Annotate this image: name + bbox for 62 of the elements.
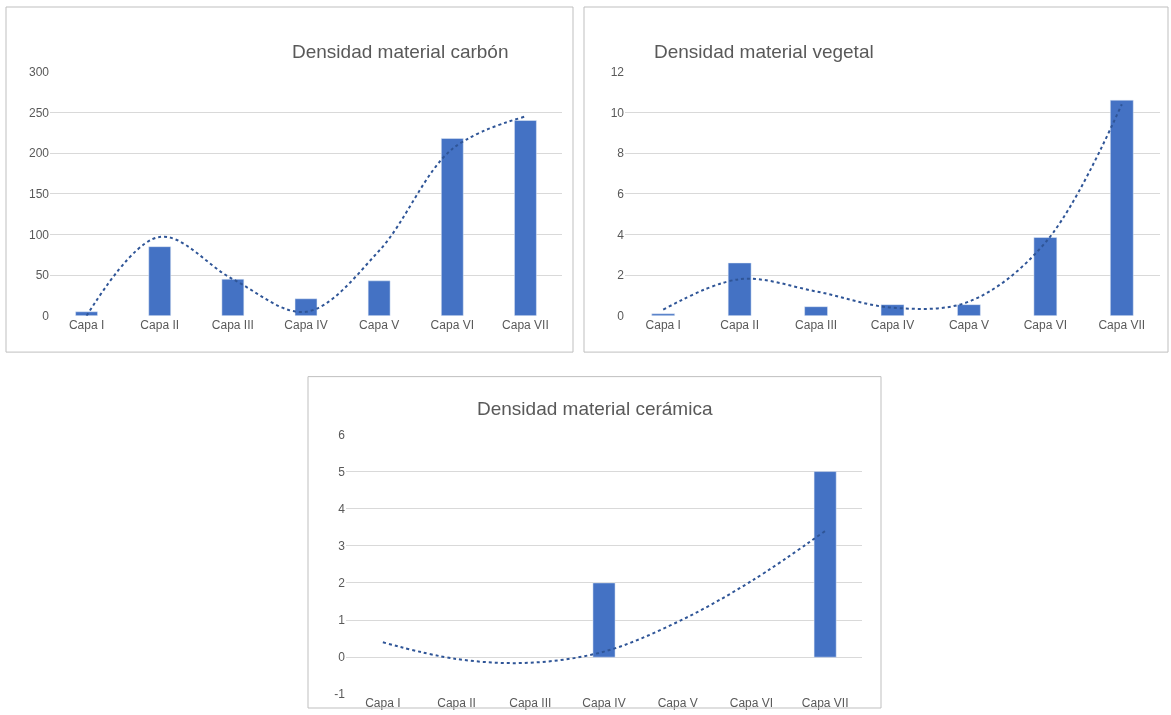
chart-title: Densidad material cerámica: [477, 398, 713, 419]
line-series: [85, 115, 527, 316]
y-tick-label: 0: [617, 309, 625, 324]
x-tick-label: Capa IV: [870, 317, 915, 332]
x-tick-label: Capa IV: [582, 696, 626, 711]
x-tick-label: Capa VII: [801, 696, 849, 711]
bar: [367, 280, 391, 316]
x-tick-label: Capa I: [365, 696, 401, 711]
y-tick-label: 5: [338, 464, 346, 479]
bar: [957, 304, 981, 316]
x-tick-label: Capa III: [509, 696, 552, 711]
y-tick-label: 2: [338, 576, 346, 591]
y-tick-label: 200: [28, 146, 50, 161]
y-tick-label: 8: [617, 146, 625, 161]
bar: [75, 311, 98, 316]
x-tick-label: Capa VI: [1023, 317, 1068, 332]
bar: [148, 246, 171, 316]
line-series: [662, 103, 1123, 311]
x-tick-label: Capa II: [720, 317, 759, 332]
x-tick-label: Capa VI: [729, 696, 774, 711]
y-tick-label: 250: [28, 105, 50, 120]
bar: [294, 298, 318, 316]
bar: [441, 138, 464, 316]
y-tick-label: 150: [28, 186, 50, 201]
bar: [651, 313, 675, 316]
x-tick-label: Capa V: [948, 317, 989, 332]
bar: [1033, 237, 1058, 316]
chart-title: Densidad material vegetal: [654, 41, 874, 62]
y-tick-label: 4: [338, 501, 346, 516]
y-tick-label: 10: [610, 105, 625, 120]
x-tick-label: Capa V: [657, 696, 698, 711]
y-tick-label: 100: [28, 227, 50, 242]
bar: [1110, 99, 1134, 316]
y-tick-label: 6: [617, 186, 625, 201]
bar: [514, 120, 537, 316]
x-tick-label: Capa V: [359, 317, 400, 332]
x-tick-label: Capa VII: [1098, 317, 1146, 332]
y-tick-label: 4: [617, 227, 625, 242]
x-tick-label: Capa III: [211, 317, 254, 332]
y-tick-label: -1: [334, 687, 346, 702]
y-tick-label: 3: [338, 539, 346, 554]
x-tick-label: Capa II: [437, 696, 476, 711]
y-tick-label: 0: [42, 309, 50, 324]
chart-title: Densidad material carbón: [292, 41, 509, 62]
y-tick-label: 2: [617, 268, 625, 283]
y-tick-label: 50: [35, 268, 50, 283]
line-series: [381, 529, 827, 665]
y-tick-label: 0: [338, 650, 346, 665]
bar: [804, 306, 828, 316]
x-tick-label: Capa III: [795, 317, 838, 332]
x-tick-label: Capa I: [68, 317, 105, 332]
x-tick-label: Capa VI: [430, 317, 474, 332]
bar: [727, 262, 752, 316]
y-tick-label: 1: [338, 613, 346, 628]
x-tick-label: Capa II: [140, 317, 180, 332]
x-tick-label: Capa I: [645, 317, 681, 332]
y-tick-label: 300: [28, 64, 50, 79]
x-tick-label: Capa VII: [502, 317, 549, 332]
bar: [221, 278, 245, 316]
y-tick-label: 6: [338, 427, 346, 442]
y-tick-label: 12: [610, 64, 625, 79]
x-tick-label: Capa IV: [284, 317, 328, 332]
